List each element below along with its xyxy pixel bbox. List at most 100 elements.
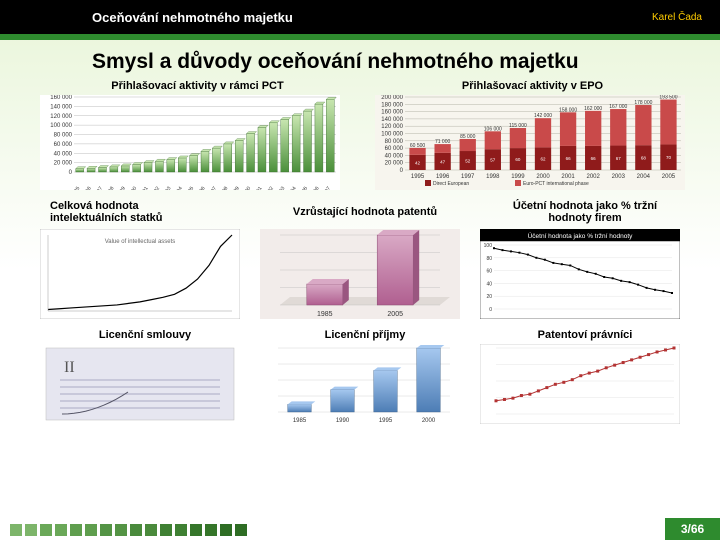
svg-text:1985: 1985 (317, 311, 333, 318)
licenses-chart: II (40, 344, 240, 424)
svg-text:20: 20 (486, 294, 492, 300)
svg-text:100 000: 100 000 (381, 132, 403, 138)
footer-square (70, 524, 82, 536)
svg-text:2002: 2002 (587, 174, 601, 180)
svg-text:Účetní hodnota jako % tržní ho: Účetní hodnota jako % tržní hodnoty (528, 231, 634, 240)
svg-text:80 000: 80 000 (385, 139, 404, 145)
svg-text:66: 66 (591, 156, 597, 161)
pct-chart: 020 00040 00060 00080 000100 000120 0001… (40, 95, 340, 190)
svg-text:178 000: 178 000 (634, 100, 652, 106)
intel-chart: Value of intellectual assets (40, 229, 240, 319)
footer-square (175, 524, 187, 536)
intel-block: Celková hodnota intelektuálních statků V… (40, 196, 250, 319)
svg-text:57: 57 (490, 158, 496, 163)
svg-text:162 000: 162 000 (584, 106, 602, 112)
header-author: Karel Čada (652, 12, 720, 23)
svg-text:1990: 1990 (336, 418, 350, 424)
svg-text:0: 0 (489, 307, 492, 313)
page-title: Smysl a důvody oceňování nehmotného maje… (0, 40, 720, 78)
content-area: Přihlašovací aktivity v rámci PCT 0 20 00… (0, 78, 720, 424)
svg-text:70: 70 (666, 155, 672, 160)
book-title: Účetní hodnota jako % tržní hodnoty fire… (480, 198, 690, 226)
svg-text:193 500: 193 500 (659, 95, 677, 101)
svg-text:2003: 2003 (612, 174, 626, 180)
pct-chart-block: Přihlašovací aktivity v rámci PCT 020 00… (40, 78, 355, 190)
licenses-block: Licenční smlouvy II (40, 327, 250, 424)
attorneys-title: Patentoví právníci (480, 329, 690, 341)
svg-text:42: 42 (415, 160, 421, 165)
svg-text:62: 62 (540, 157, 546, 162)
svg-text:140 000: 140 000 (50, 104, 72, 110)
svg-text:120 000: 120 000 (381, 124, 403, 130)
svg-text:20 000: 20 000 (385, 161, 404, 167)
footer-square (235, 524, 247, 536)
header-bar: Oceňování nehmotného majetku Karel Čada (0, 0, 720, 34)
pct-title: Přihlašovací aktivity v rámci PCT (40, 80, 355, 92)
svg-text:106 000: 106 000 (484, 126, 502, 132)
income-chart: 1985199019952000 (260, 344, 460, 424)
attorneys-chart (480, 344, 680, 424)
svg-text:85 000: 85 000 (460, 134, 476, 140)
svg-text:158 000: 158 000 (559, 107, 577, 113)
svg-text:142 000: 142 000 (534, 113, 552, 119)
svg-text:80 000: 80 000 (54, 133, 73, 139)
svg-text:2001: 2001 (561, 174, 575, 180)
row-bottom: Licenční smlouvy II Licenční příjmy 1985… (40, 327, 690, 424)
svg-text:71 000: 71 000 (435, 139, 451, 145)
svg-text:160 000: 160 000 (50, 95, 72, 101)
income-title: Licenční příjmy (260, 329, 470, 341)
svg-text:200 000: 200 000 (381, 95, 403, 101)
row-middle: Celková hodnota intelektuálních statků V… (40, 196, 690, 319)
book-chart: Účetní hodnota jako % tržní hodnoty 0 20 40… (480, 229, 680, 319)
svg-text:115 000: 115 000 (509, 123, 527, 129)
svg-text:60 000: 60 000 (385, 146, 404, 152)
svg-text:52: 52 (465, 159, 471, 164)
svg-text:2000: 2000 (422, 418, 436, 424)
svg-text:1995: 1995 (411, 174, 425, 180)
svg-text:180 000: 180 000 (381, 102, 403, 108)
epo-title: Přihlašovací aktivity v EPO (375, 80, 690, 92)
svg-text:120 000: 120 000 (50, 114, 72, 120)
svg-text:80: 80 (486, 256, 492, 262)
patents-chart: 19852005 (260, 229, 460, 319)
svg-text:47: 47 (440, 159, 446, 164)
footer-square (10, 524, 22, 536)
svg-text:167 000: 167 000 (609, 104, 627, 110)
licenses-title: Licenční smlouvy (40, 329, 250, 341)
svg-text:160 000: 160 000 (381, 110, 403, 116)
svg-text:II: II (64, 359, 75, 376)
svg-text:2005: 2005 (662, 174, 676, 180)
footer: 3/66 (0, 518, 720, 540)
svg-text:40 000: 40 000 (54, 151, 73, 157)
footer-square (145, 524, 157, 536)
svg-text:40 000: 40 000 (385, 153, 404, 159)
footer-square (220, 524, 232, 536)
svg-text:2004: 2004 (637, 174, 651, 180)
footer-square (85, 524, 97, 536)
svg-text:60 500: 60 500 (410, 143, 426, 149)
svg-text:Euro-PCT international phase: Euro-PCT international phase (523, 181, 589, 187)
svg-text:40: 40 (486, 281, 492, 287)
svg-text:60 000: 60 000 (54, 142, 73, 148)
svg-text:1997: 1997 (461, 174, 475, 180)
svg-text:2000: 2000 (536, 174, 550, 180)
income-block: Licenční příjmy 1985199019952000 (260, 327, 470, 424)
page-number: 3/66 (665, 518, 720, 540)
footer-square (115, 524, 127, 536)
footer-square (190, 524, 202, 536)
patents-block: Vzrůstající hodnota patentů 19852005 (260, 196, 470, 319)
epo-chart-block: Přihlašovací aktivity v EPO 020 00040 00… (375, 78, 690, 190)
svg-text:60: 60 (486, 269, 492, 275)
svg-text:20 000: 20 000 (54, 161, 73, 167)
footer-square (100, 524, 112, 536)
footer-square (205, 524, 217, 536)
epo-chart: 020 00040 00060 00080 000100 000120 0001… (375, 95, 685, 190)
svg-text:1998: 1998 (486, 174, 500, 180)
svg-text:100: 100 (484, 243, 493, 249)
row-top: Přihlašovací aktivity v rámci PCT 020 00… (40, 78, 690, 190)
book-block: Účetní hodnota jako % tržní hodnoty fire… (480, 196, 690, 319)
intel-title: Celková hodnota intelektuálních statků (40, 198, 250, 226)
footer-square (40, 524, 52, 536)
footer-squares (0, 524, 665, 540)
svg-text:Value of intellectual assets: Value of intellectual assets (105, 239, 176, 245)
